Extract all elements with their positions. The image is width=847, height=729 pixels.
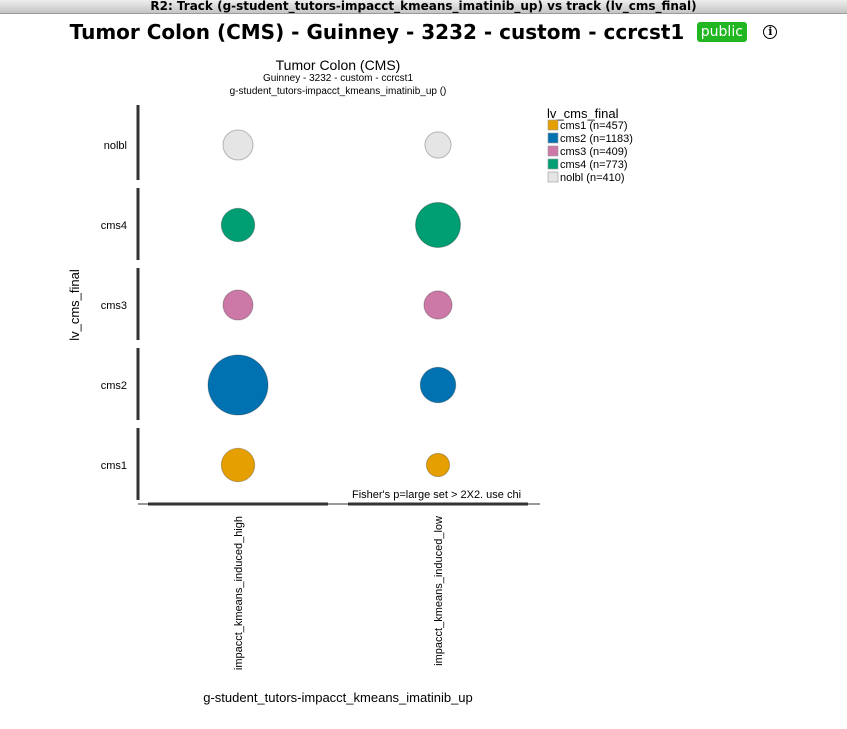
y-tick-label-cms2: cms2 (101, 380, 127, 392)
legend-swatch-cms1 (547, 119, 559, 131)
axis-layer (136, 105, 540, 506)
legend-swatch-cms3 (547, 145, 559, 157)
legend-swatch-cms2 (547, 132, 559, 144)
page-header: Tumor Colon (CMS) - Guinney - 3232 - cus… (0, 20, 847, 50)
chart-subtitle-2: g-student_tutors-impacct_kmeans_imatinib… (230, 86, 447, 97)
bubble-layer (207, 129, 461, 483)
chart-title: Tumor Colon (CMS) (276, 57, 401, 73)
window-title: R2: Track (g-student_tutors-impacct_kmea… (150, 0, 697, 13)
legend-label-cms1: cms1 (n=457) (560, 120, 628, 132)
x-axis-label: g-student_tutors-impacct_kmeans_imatinib… (203, 690, 473, 705)
legend-swatch-nolbl (547, 171, 559, 183)
legend-title: lv_cms_final (547, 106, 619, 121)
bubble-cms1-low (425, 452, 451, 478)
legend-label-cms3: cms3 (n=409) (560, 146, 628, 158)
y-axis-label: lv_cms_final (67, 269, 82, 341)
info-icon[interactable]: i (763, 25, 778, 39)
bubble-cms2-high (207, 354, 269, 416)
bubble-cms3-low (423, 290, 453, 320)
bubble-cms1-high (220, 447, 256, 483)
window-titlebar: R2: Track (g-student_tutors-impacct_kmea… (0, 0, 847, 14)
bubble-cms2-low (419, 366, 457, 404)
x-tick-label-2: impacct_kmeans_induced_low (433, 516, 445, 666)
legend-label-nolbl: nolbl (n=410) (560, 172, 625, 184)
tick-layer: cms1 cms2 cms3 cms4 nolbl impacct_kmeans_indu… (101, 140, 445, 670)
legend-swatch-cms4 (547, 158, 559, 170)
public-badge: public (696, 22, 747, 42)
legend-label-cms2: cms2 (n=1183) (560, 133, 633, 145)
y-tick-label-cms4: cms4 (101, 220, 127, 232)
legend-label-cms4: cms4 (n=773) (560, 159, 628, 171)
y-tick-label-nolbl: nolbl (104, 140, 127, 152)
y-tick-label-cms3: cms3 (101, 300, 127, 312)
legend: lv_cms_final cms1 (n=457)cms2 (n=1183)cm… (547, 106, 633, 184)
bubble-cms3-high (222, 289, 254, 321)
bubble-cms4-high (220, 207, 256, 243)
chart-subtitle-1: Guinney - 3232 - custom - ccrcst1 (263, 73, 413, 84)
y-tick-label-cms1: cms1 (101, 460, 127, 472)
page-title: Tumor Colon (CMS) - Guinney - 3232 - cus… (69, 20, 685, 44)
bubble-cms4-low (415, 202, 461, 248)
x-tick-label-1: impacct_kmeans_induced_high (233, 516, 245, 670)
bubble-nolbl-high (222, 129, 254, 161)
bubble-nolbl-low (424, 131, 452, 159)
fisher-annotation: Fisher's p=large set > 2X2. use chi (352, 489, 521, 501)
